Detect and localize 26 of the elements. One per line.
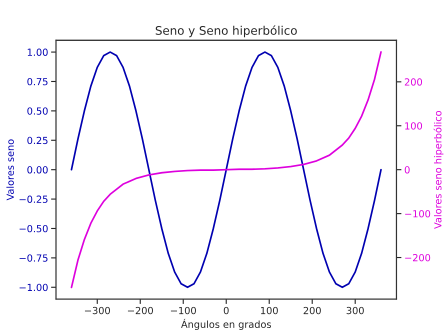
x-tick-label: 100 [261,306,278,314]
y-tick-label: −1.00 [20,284,48,292]
y-tick-label: −0.50 [20,224,48,232]
y2-tick-label: 100 [405,122,422,130]
y-tick-label: 1.00 [28,48,48,56]
y2-tick-label: −100 [405,210,430,218]
y-tick-label: 0.00 [27,166,48,174]
y2-tick-label: −200 [405,254,430,262]
x-axis-title: Ángulos en grados [181,318,272,330]
x-tick-label: 0 [224,306,229,314]
y-tick-label: −0.25 [20,196,48,203]
y2-tick-label: 0 [404,166,410,174]
chart-title: Seno y Seno hiperbólico [156,25,297,38]
y2-tick-label: 200 [404,78,422,86]
x-tick-label: −300 [84,306,110,314]
y-tick-label: −0.75 [20,254,48,262]
x-tick-label: 200 [304,306,321,314]
x-tick-label: −100 [170,306,196,314]
y2-axis-title: Valores seno hiperbólico [434,110,444,229]
x-tick-label: −200 [128,306,153,314]
y-tick-label: 0.50 [27,107,48,115]
x-tick-label: 300 [346,306,364,314]
line-series [70,51,382,288]
y-axis-title: Valores seno [6,139,14,200]
y-tick-label: 0.25 [27,136,48,144]
y-tick-label: 0.75 [27,78,48,86]
